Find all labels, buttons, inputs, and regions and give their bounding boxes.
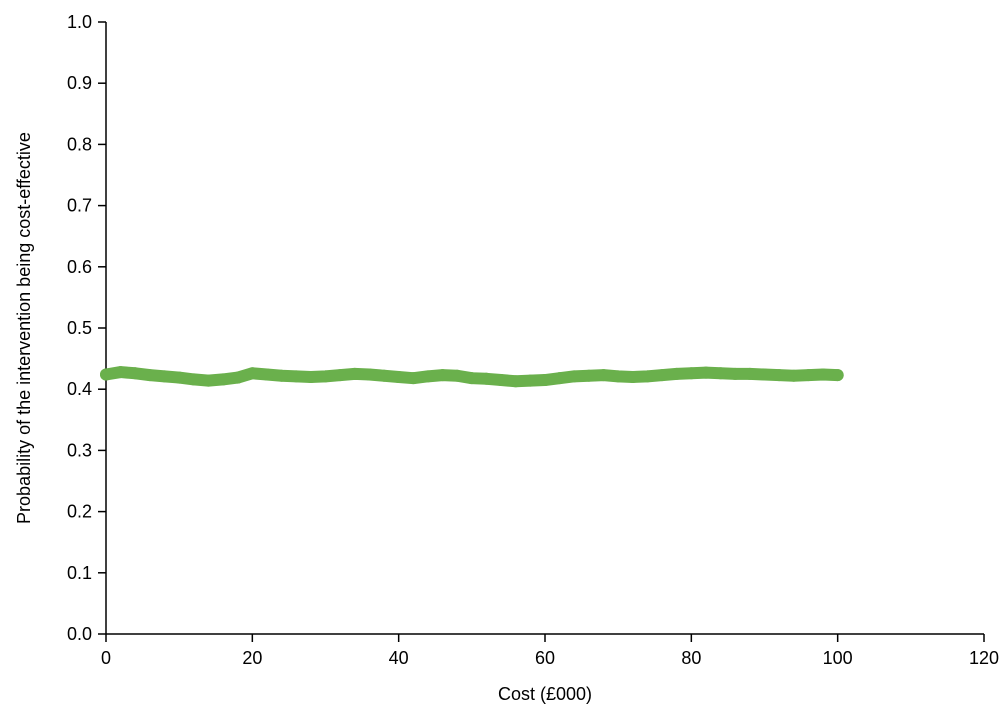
data-point: [480, 372, 493, 385]
data-point: [392, 370, 405, 383]
data-point: [217, 373, 230, 386]
data-point: [685, 367, 698, 380]
y-tick-label: 0.7: [67, 196, 92, 216]
data-point: [524, 374, 537, 387]
data-point: [539, 374, 551, 387]
data-point: [143, 369, 156, 382]
y-ticks: 0.0 0.1 0.2 0.3 0.4 0.5 0.6 0.7 0.8 0.9 1.0: [67, 12, 106, 644]
data-point: [597, 369, 610, 382]
data-point: [290, 370, 303, 383]
y-tick-label: 0.3: [67, 440, 92, 460]
y-tick-label: 0.0: [67, 624, 92, 644]
data-point: [729, 367, 742, 380]
data-point: [626, 370, 639, 383]
data-point: [568, 370, 581, 383]
x-ticks: 0 20 40 60 80 100 120: [101, 634, 999, 668]
series-layer: [100, 366, 844, 388]
x-tick-label: 60: [535, 648, 555, 668]
x-tick-label: 40: [389, 648, 409, 668]
y-axis-title: Probability of the intervention being co…: [14, 132, 34, 524]
data-point: [275, 369, 288, 382]
data-point: [319, 370, 332, 383]
y-tick-label: 0.4: [67, 379, 92, 399]
data-point: [553, 372, 566, 385]
data-point: [231, 371, 244, 384]
data-point: [187, 373, 200, 386]
data-point: [465, 372, 478, 385]
data-point: [612, 370, 625, 383]
data-point: [509, 375, 522, 388]
data-point: [129, 367, 142, 380]
data-point: [743, 367, 756, 380]
data-point: [114, 366, 127, 379]
data-point: [260, 368, 273, 381]
y-tick-label: 0.2: [67, 502, 92, 522]
data-point: [304, 370, 317, 383]
y-tick-label: 0.1: [67, 563, 92, 583]
data-point: [831, 369, 844, 382]
data-point: [758, 368, 771, 381]
data-point: [334, 369, 347, 382]
y-tick-label: 0.9: [67, 73, 92, 93]
data-point: [802, 369, 815, 382]
x-tick-label: 120: [969, 648, 999, 668]
x-axis-title: Cost (£000): [498, 684, 592, 704]
y-tick-label: 0.8: [67, 134, 92, 154]
data-point: [451, 369, 464, 382]
data-point: [100, 368, 112, 381]
data-point: [787, 369, 800, 382]
x-tick-label: 0: [101, 648, 111, 668]
data-point: [202, 374, 215, 387]
data-point: [407, 372, 420, 385]
y-tick-label: 0.5: [67, 318, 92, 338]
data-point: [656, 369, 669, 382]
data-point: [495, 374, 508, 387]
data-point: [421, 370, 434, 383]
y-tick-label: 0.6: [67, 257, 92, 277]
data-point: [714, 367, 727, 380]
data-point: [699, 366, 712, 379]
data-point: [363, 368, 376, 381]
x-tick-label: 100: [823, 648, 853, 668]
data-point: [246, 367, 259, 380]
x-tick-label: 20: [242, 648, 262, 668]
data-point: [173, 371, 186, 384]
data-point: [158, 370, 171, 383]
data-point: [670, 367, 683, 380]
data-point: [582, 369, 595, 382]
data-point: [378, 369, 391, 382]
data-point: [348, 367, 361, 380]
data-point: [817, 368, 830, 381]
x-tick-label: 80: [681, 648, 701, 668]
data-point: [436, 369, 449, 382]
y-tick-label: 1.0: [67, 12, 92, 32]
data-point: [641, 370, 654, 383]
data-point: [773, 369, 786, 382]
axes: [105, 22, 984, 635]
